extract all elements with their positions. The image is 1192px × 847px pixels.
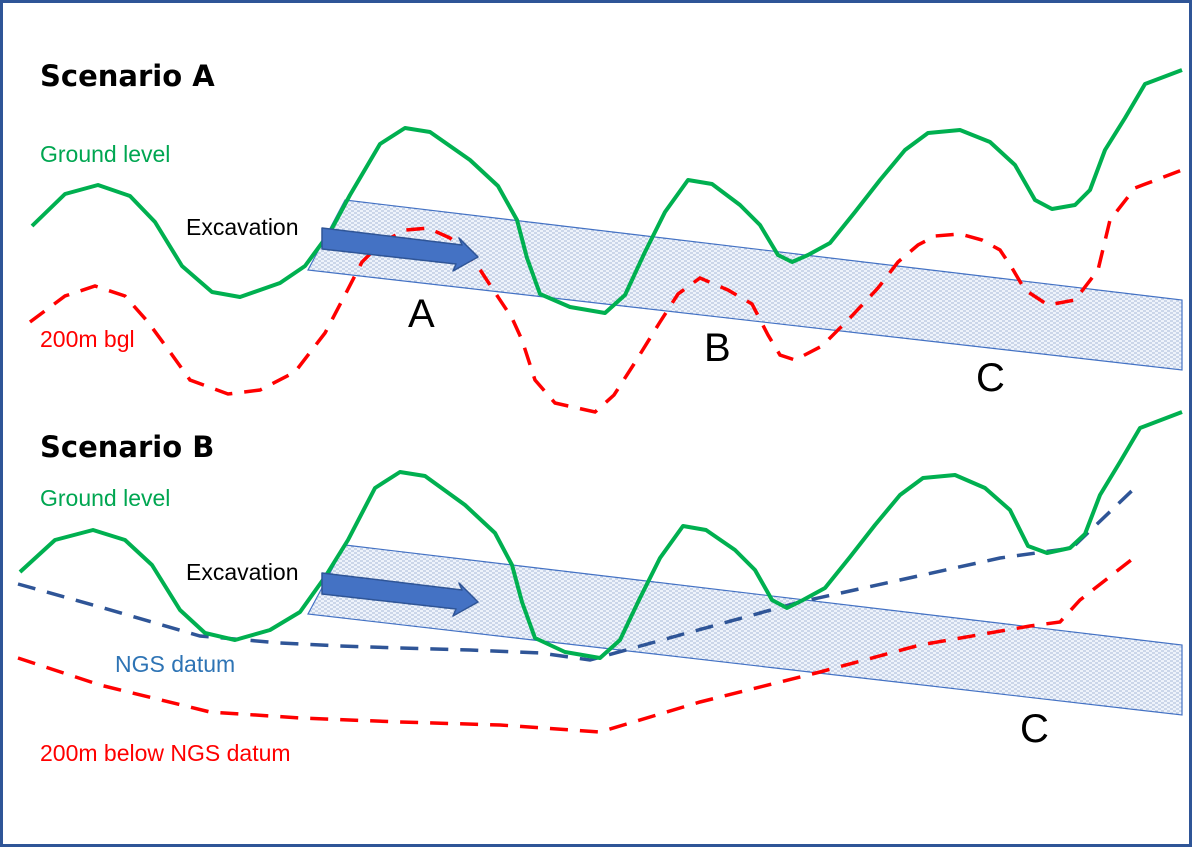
point-label-a: A <box>408 292 435 336</box>
depth-line-b <box>17 551 1142 734</box>
scenario-b-title: Scenario B <box>40 430 215 464</box>
excavation-band-b <box>307 544 1183 716</box>
excavation-arrow-b <box>321 572 479 617</box>
ground-line-b <box>18 410 1183 660</box>
excavation-label-b: Excavation <box>186 559 299 585</box>
scenario-a-title: Scenario A <box>40 59 215 93</box>
depth-line-a <box>28 168 1183 414</box>
ground-level-label-a: Ground level <box>40 141 171 167</box>
ground-line-a <box>30 68 1183 315</box>
excavation-label-a: Excavation <box>186 214 299 240</box>
excavation-arrow-a <box>321 227 479 272</box>
ngs-datum-label: NGS datum <box>115 651 236 677</box>
depth-label-b: 200m below NGS datum <box>40 740 291 766</box>
excavation-band-a <box>307 199 1183 371</box>
point-label-c-b: C <box>1020 707 1049 751</box>
ground-level-label-b: Ground level <box>40 485 171 511</box>
depth-label-a: 200m bgl <box>40 326 135 352</box>
point-label-c-a: C <box>976 356 1005 400</box>
point-label-b: B <box>704 326 731 370</box>
